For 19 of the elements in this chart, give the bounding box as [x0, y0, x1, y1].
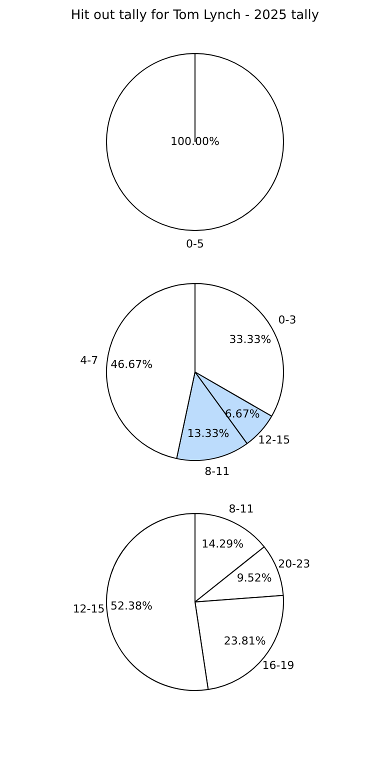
- data-label: 46.67%: [110, 358, 153, 372]
- slice-label: 8-11: [228, 502, 254, 516]
- data-label: 52.38%: [110, 600, 152, 613]
- slice-label: 12-15: [72, 602, 105, 616]
- slice-label: 16-19: [262, 658, 294, 672]
- data-label: 33.33%: [229, 332, 272, 346]
- slice-label: 12-15: [258, 433, 290, 446]
- data-label: 14.29%: [202, 537, 244, 550]
- data-label: 23.81%: [224, 634, 266, 648]
- slice-label: 0-3: [278, 314, 296, 327]
- data-label: 6.67%: [224, 407, 260, 420]
- slice-label: 8-11: [204, 465, 230, 478]
- data-label: 13.33%: [187, 427, 230, 440]
- chart-title: Hit out tally for Tom Lynch - 2025 tally: [70, 8, 320, 23]
- slice-label: 4-7: [80, 354, 98, 368]
- slice-label: 20-23: [278, 557, 310, 570]
- data-label: 100.00%: [170, 134, 220, 148]
- slice-label: 0-5: [186, 237, 204, 250]
- data-label: 9.52%: [236, 572, 272, 585]
